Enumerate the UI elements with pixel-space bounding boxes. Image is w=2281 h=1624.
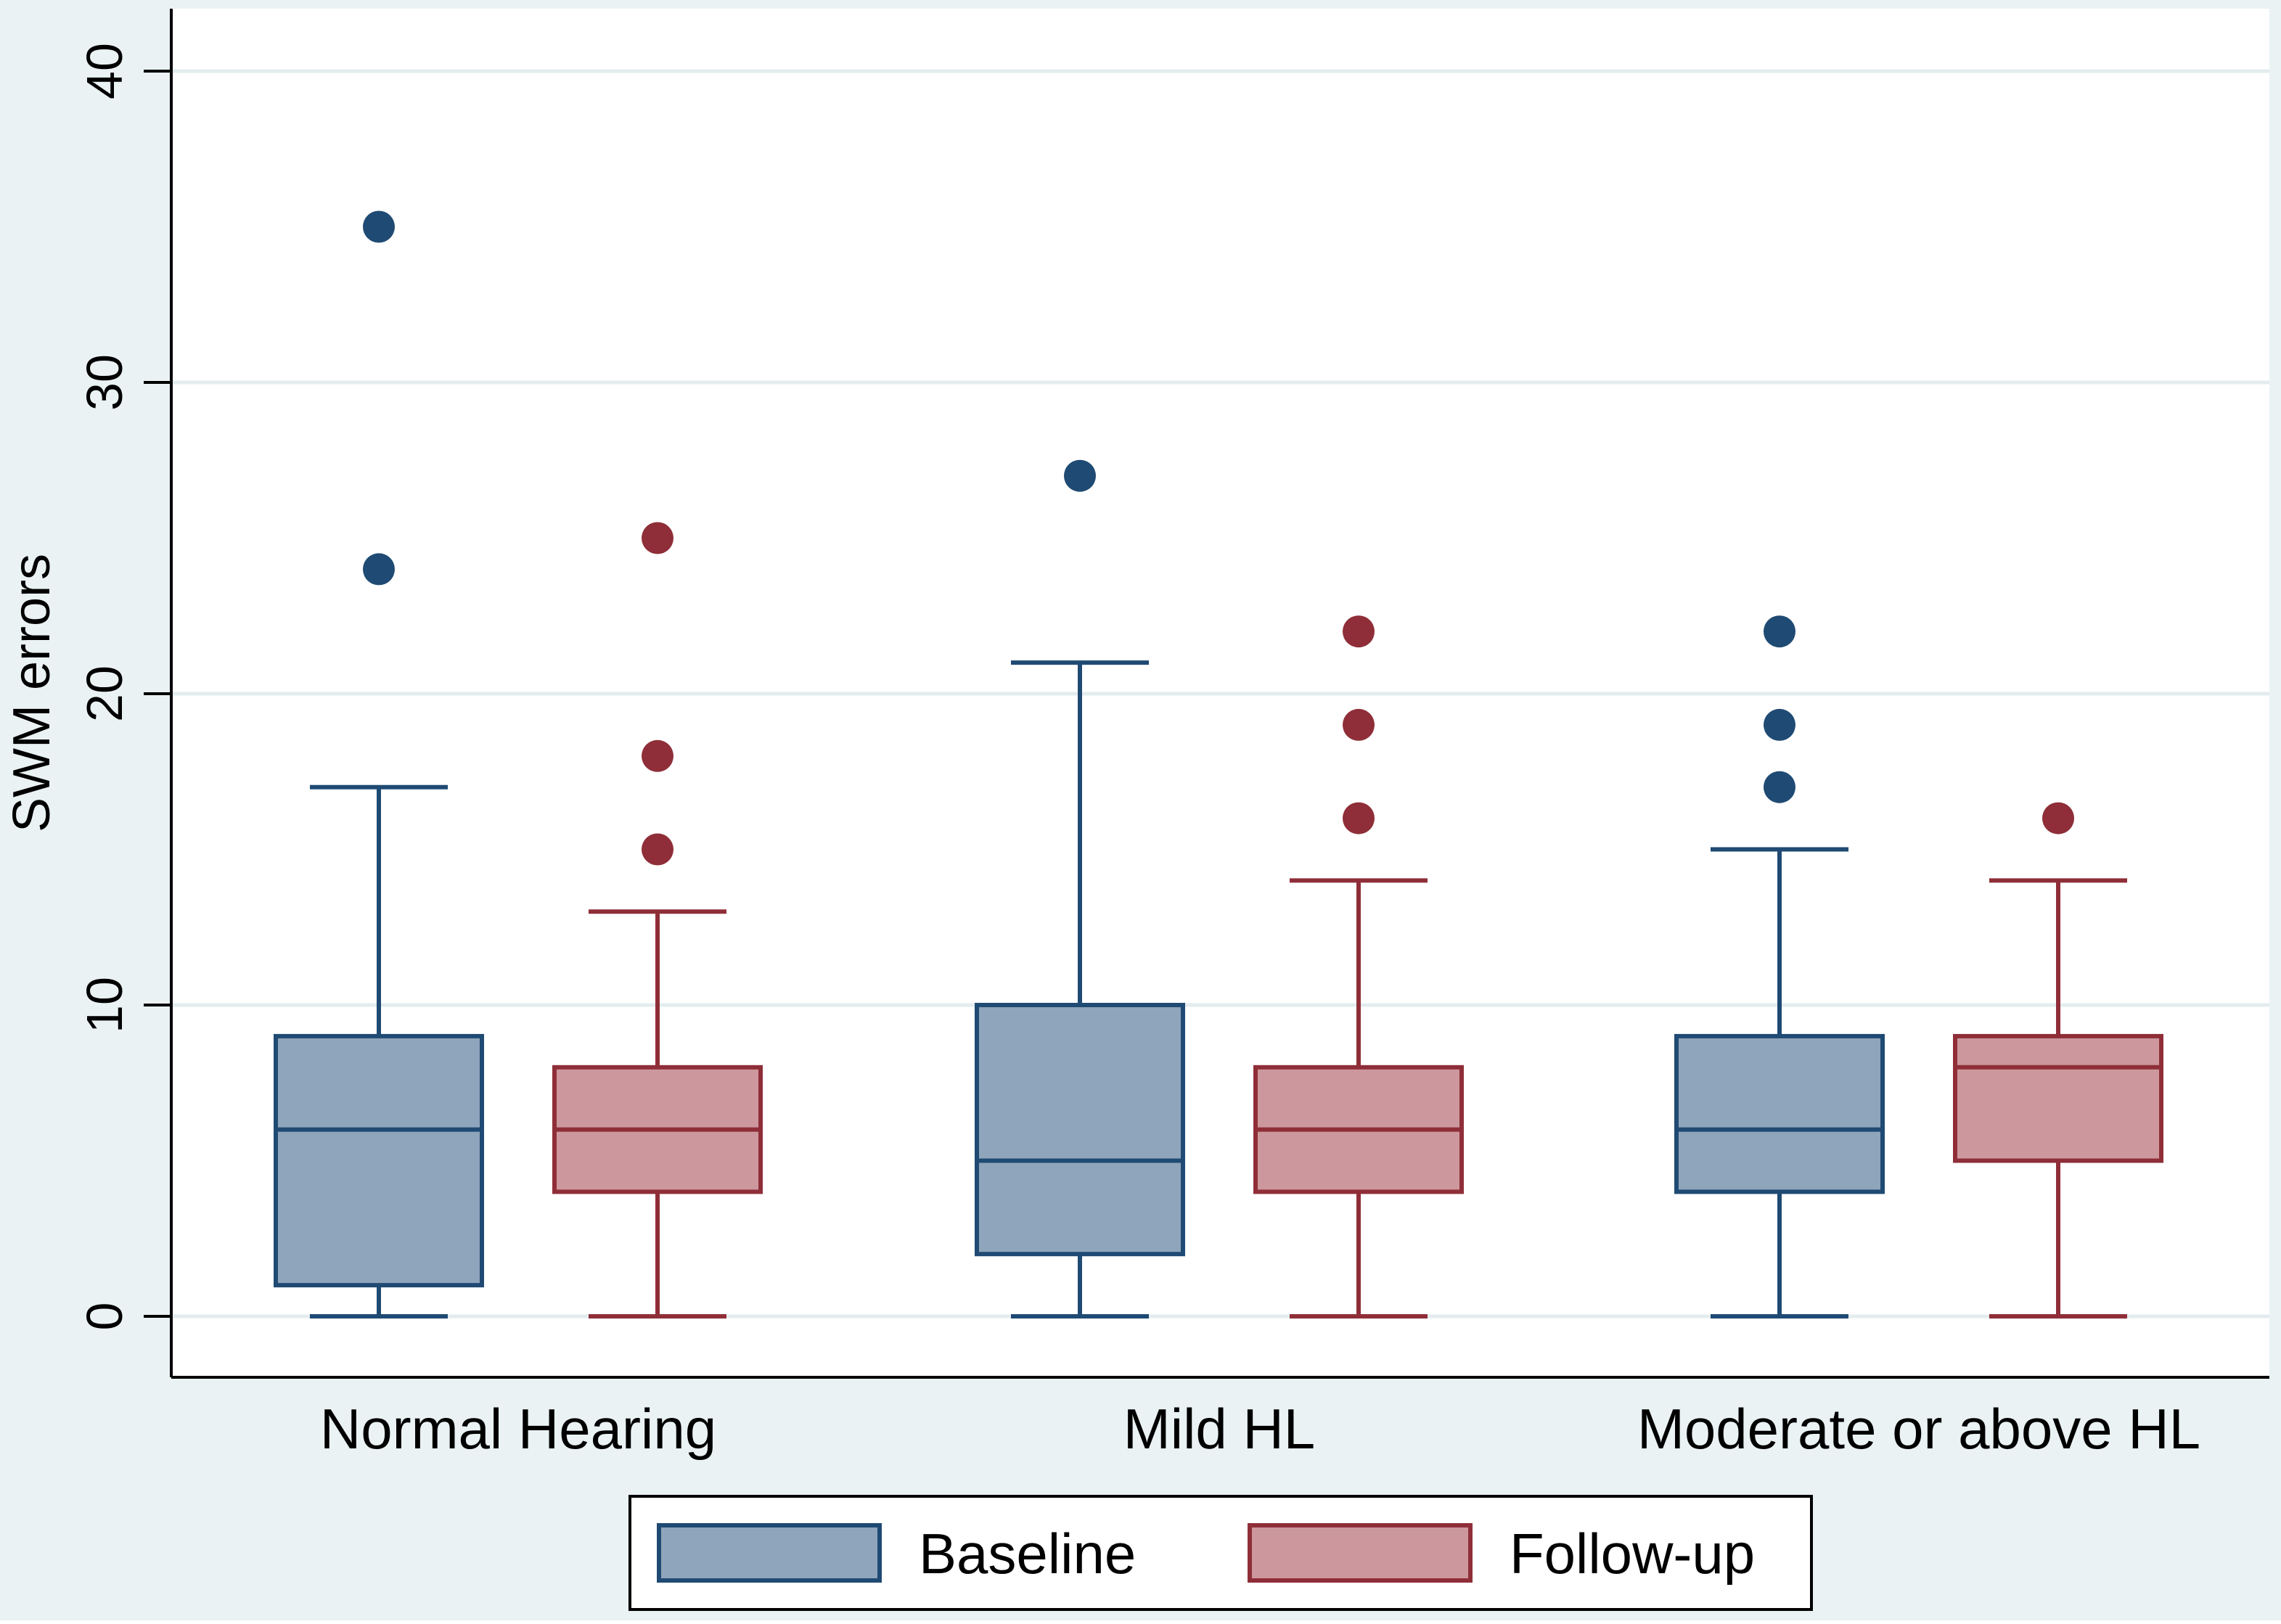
box-follow-up-1 [552,522,763,1319]
box-baseline-3 [1674,615,1885,1319]
outlier-point [1343,615,1375,648]
box-baseline-1 [274,210,484,1319]
iqr-box [1953,1033,2163,1163]
y-tick-label-20: 20 [76,665,133,722]
outlier-point [2042,802,2074,834]
outlier-point [642,833,673,866]
outlier-point [1064,459,1096,492]
legend: Baseline Follow-up [628,1495,1813,1611]
legend-swatch [1248,1523,1473,1583]
iqr-box [975,1003,1185,1257]
outlier-point [363,553,395,586]
y-tick-label-0: 0 [76,1303,133,1331]
box-follow-up-2 [1253,615,1464,1319]
legend-item-follow-up: Follow-up [1248,1522,1755,1586]
box-baseline-2 [975,459,1185,1319]
legend-swatch [657,1523,882,1583]
legend-label: Baseline [919,1522,1136,1586]
outlier-point [1343,708,1375,741]
legend-label: Follow-up [1510,1522,1755,1586]
gridlines [171,69,2269,1319]
x-category-label: Mild HL [1123,1397,1315,1461]
outlier-point [1764,771,1795,803]
y-tick-label-10: 10 [76,977,133,1033]
iqr-box [274,1033,484,1288]
outlier-point [1764,615,1795,648]
y-tick-label-30: 30 [76,354,133,411]
axes [144,9,2269,1379]
y-tick-label-40: 40 [76,43,133,99]
outlier-point [363,210,395,243]
boxes [274,210,2163,1319]
outlier-point [642,739,673,772]
iqr-box [1674,1033,1885,1194]
box-follow-up-3 [1953,802,2163,1319]
x-category-label: Normal Hearing [320,1397,716,1461]
legend-item-baseline: Baseline [657,1522,1136,1586]
outlier-point [642,522,673,554]
y-axis-label: SWM errors [3,554,61,832]
labels: 0 10 20 30 40 SWM errors Normal Hearing Mild HL… [3,43,2200,1461]
outlier-point [1764,708,1795,741]
x-category-label: Moderate or above HL [1637,1397,2200,1461]
outlier-point [1343,802,1375,834]
